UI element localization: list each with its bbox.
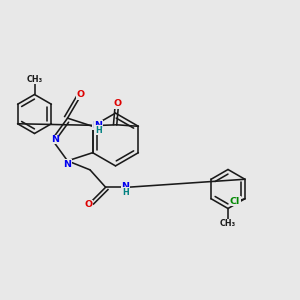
Text: N: N (94, 121, 102, 130)
Text: O: O (114, 99, 122, 108)
Text: N: N (92, 121, 100, 130)
Text: H: H (95, 126, 101, 135)
Text: CH₃: CH₃ (220, 219, 236, 228)
Text: H: H (122, 188, 128, 196)
Text: N: N (121, 182, 129, 191)
Text: O: O (77, 90, 85, 99)
Text: N: N (51, 135, 59, 144)
Text: Cl: Cl (230, 197, 240, 206)
Text: O: O (84, 200, 92, 209)
Text: CH₃: CH₃ (26, 75, 43, 84)
Text: N: N (64, 160, 71, 169)
